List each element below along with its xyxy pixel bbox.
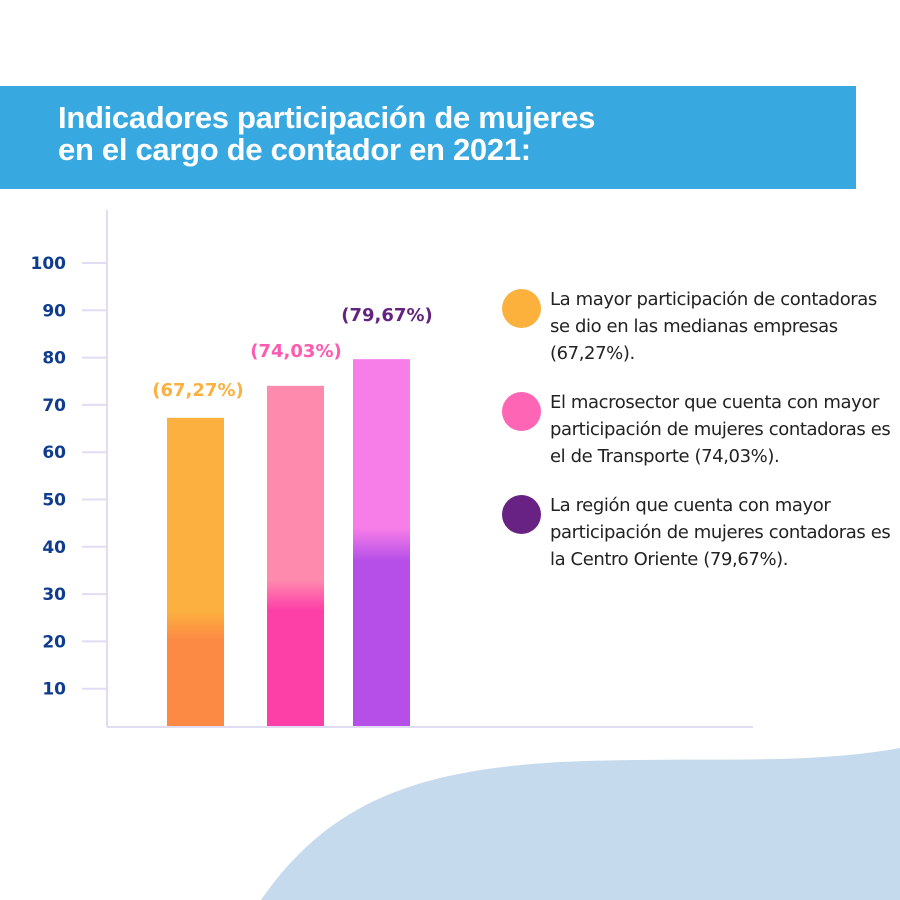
y-tick-label: 100 <box>31 254 67 274</box>
legend: La mayor participación de contadoras se … <box>502 286 892 595</box>
y-tick-label: 90 <box>42 301 66 321</box>
legend-item-transporte: El macrosector que cuenta con mayor part… <box>502 389 892 470</box>
bar-value-label: (74,03%) <box>250 341 341 362</box>
legend-item-medianas-empresas: La mayor participación de contadoras se … <box>502 286 892 367</box>
y-tick-label: 50 <box>42 491 66 511</box>
y-tick-label: 70 <box>42 396 66 416</box>
legend-text: La mayor participación de contadoras se … <box>550 289 877 364</box>
y-tick-label: 80 <box>42 349 66 369</box>
bar-3 <box>353 359 410 726</box>
bar-1 <box>167 417 224 726</box>
legend-dot-icon <box>502 495 541 534</box>
y-tick-label: 40 <box>42 538 66 558</box>
y-tick-label: 60 <box>42 443 66 463</box>
title-line-1: Indicadores participación de mujeres <box>58 100 596 135</box>
page-title: Indicadores participación de mujeres en … <box>58 102 595 166</box>
title-line-2: en el cargo de contador en 2021: <box>58 132 531 167</box>
legend-dot-icon <box>502 289 541 328</box>
bar-value-label: (67,27%) <box>152 380 243 401</box>
y-tick-label: 10 <box>42 680 66 700</box>
bar-value-label: (79,67%) <box>341 305 432 326</box>
y-tick-label: 30 <box>42 585 66 605</box>
legend-dot-icon <box>502 392 541 431</box>
title-banner: Indicadores participación de mujeres en … <box>0 86 856 189</box>
bar-2 <box>267 385 324 726</box>
y-tick-label: 20 <box>42 632 66 652</box>
legend-text: El macrosector que cuenta con mayor part… <box>550 392 891 467</box>
legend-text: La región que cuenta con mayor participa… <box>550 495 891 570</box>
legend-item-centro-oriente: La región que cuenta con mayor participa… <box>502 492 892 573</box>
